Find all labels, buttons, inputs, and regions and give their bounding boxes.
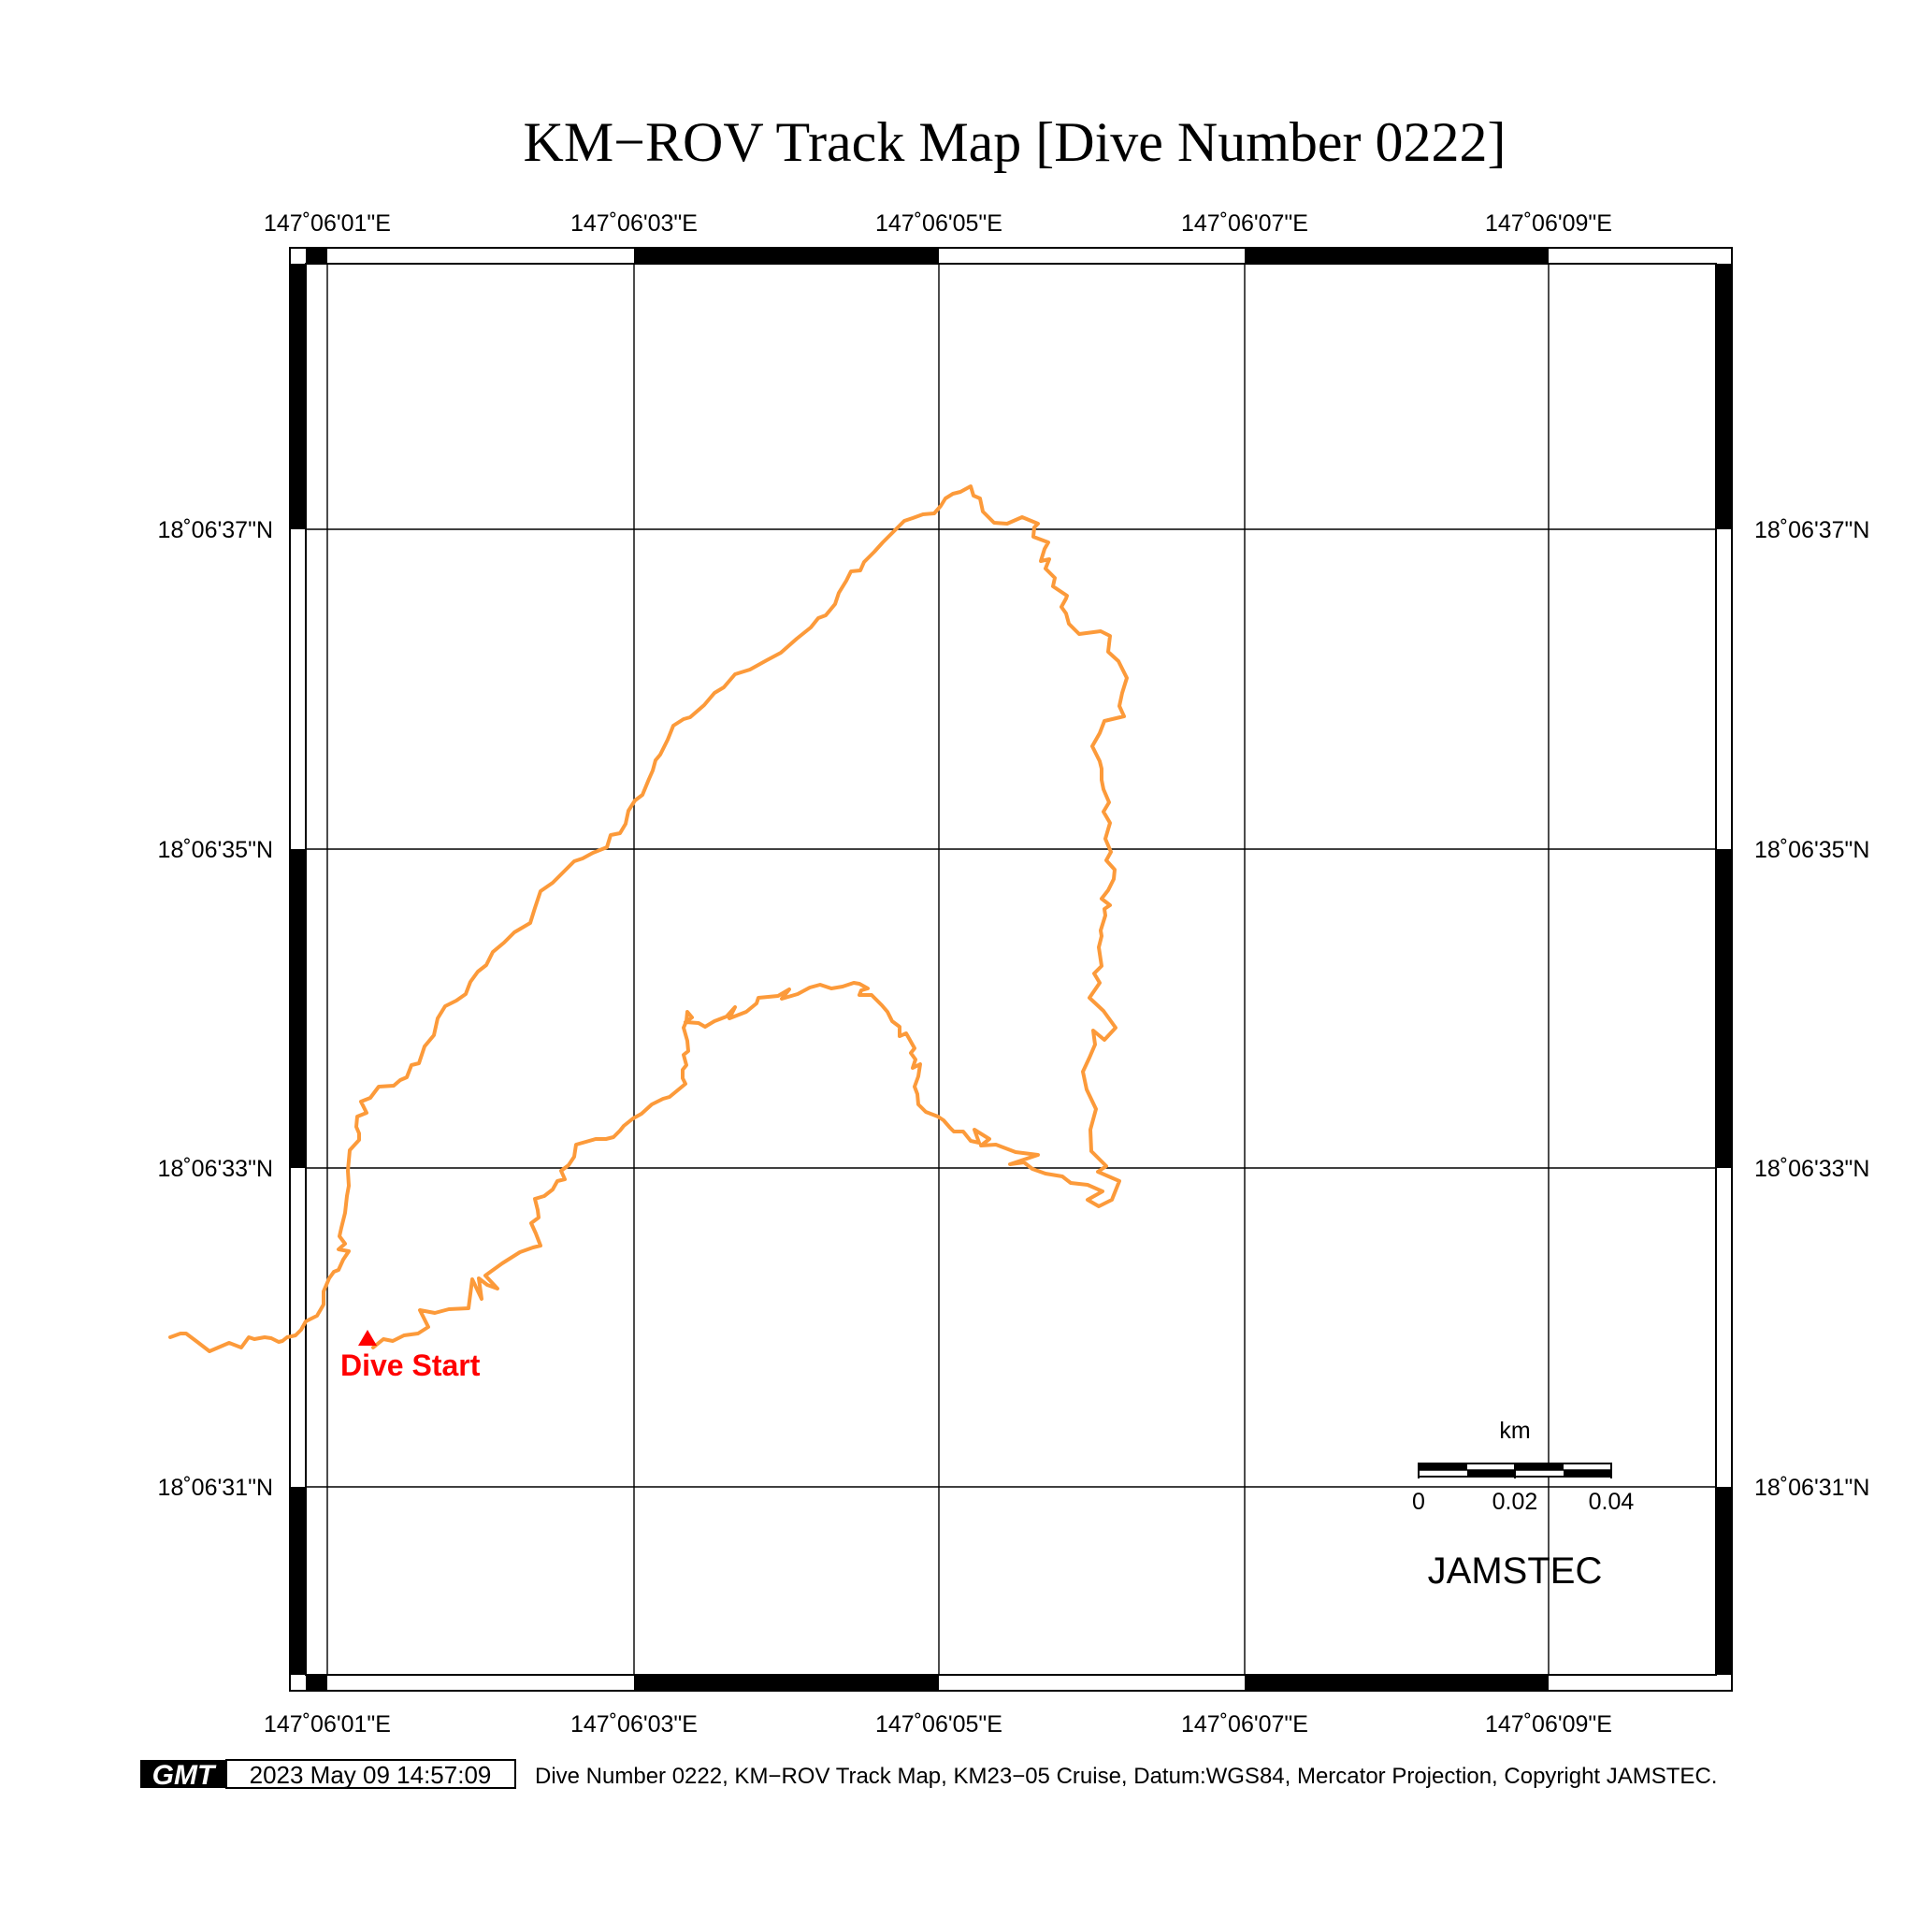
lat-label: 18˚06'35"N xyxy=(1754,837,1869,863)
latitude-labels-left: 18˚06'37"N 18˚06'35"N 18˚06'33"N 18˚06'3… xyxy=(158,517,273,1501)
lon-label: 147˚06'09"E xyxy=(1485,1711,1612,1737)
lon-label: 147˚06'03"E xyxy=(570,210,698,237)
footer-caption: Dive Number 0222, KM−ROV Track Map, KM23… xyxy=(535,1764,1717,1789)
dive-start-label: Dive Start xyxy=(340,1348,481,1382)
dive-start-triangle xyxy=(358,1330,377,1346)
lon-label: 147˚06'07"E xyxy=(1181,1711,1308,1737)
lat-label: 18˚06'33"N xyxy=(1754,1156,1869,1182)
dive-start-marker: Dive Start xyxy=(340,1330,481,1382)
graticule xyxy=(306,264,1716,1675)
longitude-labels-top: 147˚06'01"E 147˚06'03"E 147˚06'05"E 147˚… xyxy=(264,210,1612,237)
lat-label: 18˚06'31"N xyxy=(1754,1475,1869,1501)
lat-label: 18˚06'37"N xyxy=(158,517,273,543)
map-frame xyxy=(289,247,1733,1692)
timestamp: 2023 May 09 14:57:09 xyxy=(250,1761,492,1789)
lon-label: 147˚06'05"E xyxy=(875,210,1002,237)
lon-label: 147˚06'01"E xyxy=(264,1711,391,1737)
rov-track-line xyxy=(168,484,1129,1353)
lat-label: 18˚06'37"N xyxy=(1754,517,1869,543)
lon-label: 147˚06'07"E xyxy=(1181,210,1308,237)
lon-label: 147˚06'05"E xyxy=(875,1711,1002,1737)
lon-label: 147˚06'01"E xyxy=(264,210,391,237)
latitude-labels-right: 18˚06'37"N 18˚06'35"N 18˚06'33"N 18˚06'3… xyxy=(1754,517,1869,1501)
footer: GMT 2023 May 09 14:57:09 Dive Number 022… xyxy=(140,1759,1717,1791)
scale-label: 0.04 xyxy=(1589,1489,1635,1515)
lon-label: 147˚06'03"E xyxy=(570,1711,698,1737)
scale-label: 0.02 xyxy=(1492,1489,1538,1515)
lat-label: 18˚06'31"N xyxy=(158,1475,273,1501)
scale-unit: km xyxy=(1499,1418,1530,1444)
gmt-logo-text: GMT xyxy=(152,1760,217,1791)
scale-label: 0 xyxy=(1412,1489,1425,1515)
organization-label: JAMSTEC xyxy=(1428,1550,1603,1592)
scale-bar: km 0 0.02 0.04 xyxy=(1412,1418,1634,1515)
lon-label: 147˚06'09"E xyxy=(1485,210,1612,237)
lat-label: 18˚06'33"N xyxy=(158,1156,273,1182)
lat-label: 18˚06'35"N xyxy=(158,837,273,863)
gmt-logo xyxy=(140,1760,226,1788)
longitude-labels-bottom: 147˚06'01"E 147˚06'03"E 147˚06'05"E 147˚… xyxy=(264,1711,1612,1737)
map-title: KM−ROV Track Map [Dive Number 0222] xyxy=(524,111,1507,173)
